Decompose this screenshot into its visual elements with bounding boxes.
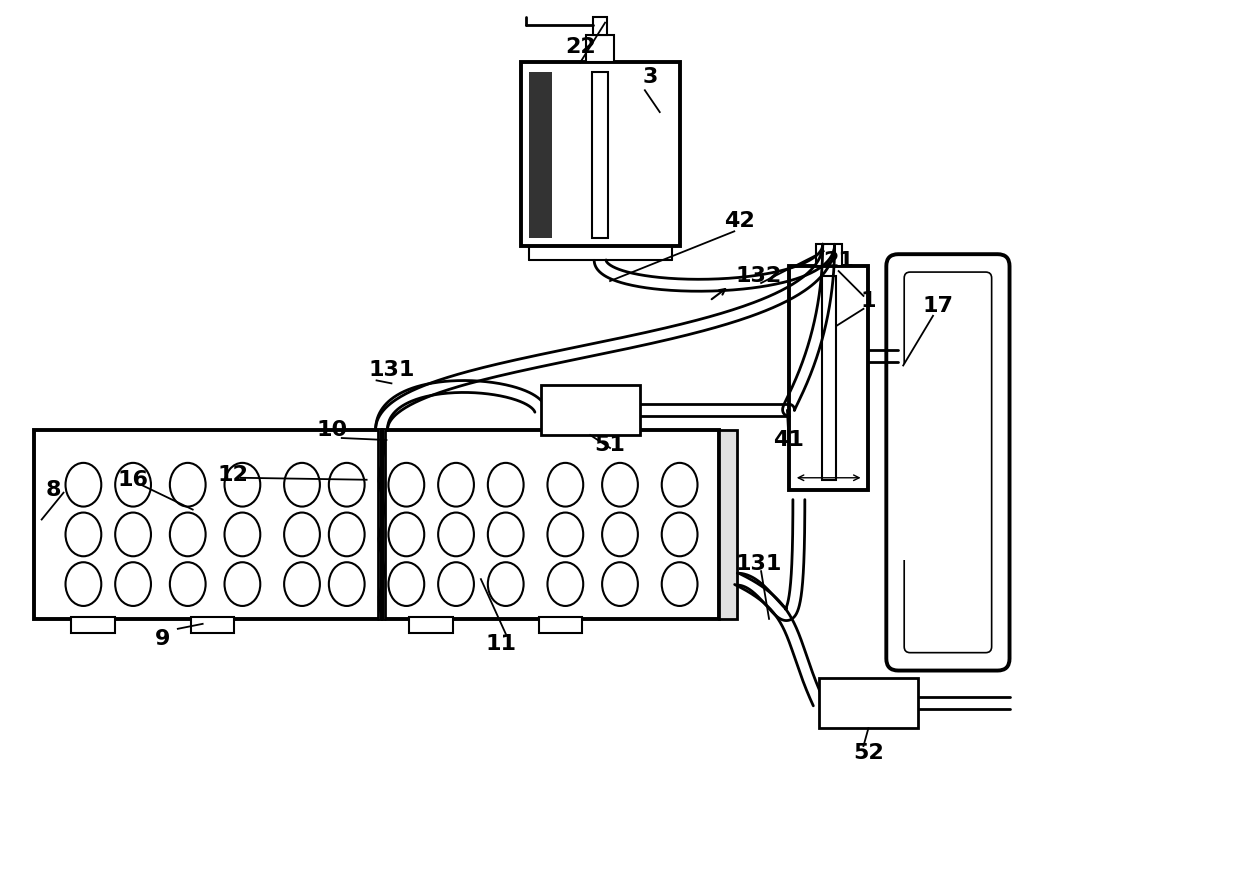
Bar [719, 430, 738, 619]
Ellipse shape [329, 463, 365, 506]
Text: 12: 12 [217, 465, 248, 485]
Ellipse shape [284, 463, 320, 506]
Text: 3: 3 [642, 67, 657, 87]
Ellipse shape [115, 562, 151, 606]
Ellipse shape [115, 512, 151, 557]
Bar [538, 617, 583, 632]
Bar [593, 72, 608, 238]
Text: 131: 131 [735, 554, 782, 574]
Text: 131: 131 [368, 361, 414, 380]
Ellipse shape [662, 562, 698, 606]
FancyBboxPatch shape [887, 254, 1009, 670]
Bar [72, 617, 115, 632]
Bar [789, 266, 868, 490]
Text: 10: 10 [316, 420, 347, 440]
Text: 42: 42 [724, 212, 755, 231]
Ellipse shape [170, 512, 206, 557]
Ellipse shape [115, 463, 151, 506]
Ellipse shape [284, 562, 320, 606]
Ellipse shape [662, 463, 698, 506]
Text: 132: 132 [737, 266, 782, 286]
Bar [191, 617, 234, 632]
Ellipse shape [170, 562, 206, 606]
Ellipse shape [487, 562, 523, 606]
Text: 8: 8 [46, 480, 61, 500]
Ellipse shape [487, 463, 523, 506]
Ellipse shape [388, 463, 424, 506]
Text: 17: 17 [923, 295, 954, 316]
Ellipse shape [284, 512, 320, 557]
Ellipse shape [170, 463, 206, 506]
Ellipse shape [603, 562, 637, 606]
Bar [528, 72, 553, 238]
Ellipse shape [603, 463, 637, 506]
Bar [893, 364, 923, 560]
Bar [521, 63, 680, 246]
Ellipse shape [388, 562, 424, 606]
Ellipse shape [547, 562, 583, 606]
Bar [822, 276, 836, 480]
Bar [409, 617, 453, 632]
Ellipse shape [603, 512, 637, 557]
Ellipse shape [66, 562, 102, 606]
Ellipse shape [487, 512, 523, 557]
Ellipse shape [547, 463, 583, 506]
Text: 1: 1 [861, 291, 877, 310]
Bar [33, 430, 719, 619]
Text: 9: 9 [155, 629, 171, 649]
Ellipse shape [329, 512, 365, 557]
Ellipse shape [66, 463, 102, 506]
Bar [587, 34, 614, 63]
Ellipse shape [224, 562, 260, 606]
Bar [541, 385, 640, 435]
Text: 22: 22 [565, 38, 595, 57]
Ellipse shape [388, 512, 424, 557]
Ellipse shape [224, 512, 260, 557]
Text: 16: 16 [118, 470, 149, 490]
Text: 41: 41 [774, 430, 805, 450]
Ellipse shape [224, 463, 260, 506]
Text: 21: 21 [823, 251, 854, 271]
Bar [593, 17, 608, 34]
Bar [377, 430, 386, 619]
Text: 51: 51 [595, 435, 625, 455]
Ellipse shape [662, 512, 698, 557]
Ellipse shape [547, 512, 583, 557]
Ellipse shape [438, 512, 474, 557]
Ellipse shape [329, 562, 365, 606]
Ellipse shape [438, 463, 474, 506]
Ellipse shape [438, 562, 474, 606]
Ellipse shape [66, 512, 102, 557]
Bar [816, 244, 842, 266]
Text: 52: 52 [853, 743, 884, 763]
Bar [818, 678, 918, 729]
FancyBboxPatch shape [904, 272, 992, 653]
Text: 11: 11 [485, 633, 516, 654]
